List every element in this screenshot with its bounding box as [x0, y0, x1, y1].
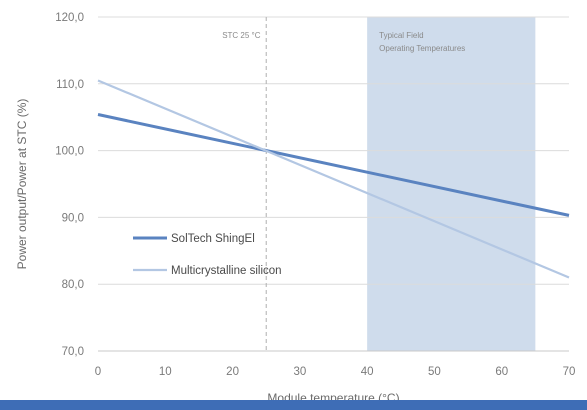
legend-label-multicrystalline: Multicrystalline silicon: [171, 265, 282, 277]
band-annotation-line2: Operating Temperatures: [379, 44, 465, 53]
band-annotation-line1: Typical Field: [379, 31, 423, 40]
x-tick-label: 20: [226, 366, 239, 378]
y-tick-label: 90,0: [62, 212, 84, 224]
x-tick-label: 50: [428, 366, 441, 378]
x-tick-label: 30: [293, 366, 306, 378]
x-tick-label: 40: [361, 366, 374, 378]
y-tick-labels: 70,0 80,0 90,0 100,0 110,0 120,0: [55, 12, 84, 358]
x-tick-label: 0: [95, 366, 101, 378]
typical-operating-temperature-band: [367, 17, 536, 351]
legend: SolTech ShingEl Multicrystalline silicon: [133, 233, 282, 277]
line-chart: 70,0 80,0 90,0 100,0 110,0 120,0 0 10 20 30 40 50 6…: [15, 12, 576, 405]
x-tick-label: 10: [159, 366, 172, 378]
y-axis-label: Power output/Power at STC (%): [15, 99, 29, 270]
y-tick-label: 110,0: [56, 79, 84, 91]
y-tick-label: 120,0: [55, 12, 84, 24]
stc-annotation: STC 25 °C: [222, 31, 261, 40]
y-tick-label: 70,0: [62, 346, 84, 358]
y-tick-label: 80,0: [62, 279, 84, 291]
x-tick-labels: 0 10 20 30 40 50 60 70: [95, 366, 576, 378]
bottom-bar: [0, 400, 587, 410]
x-tick-label: 60: [495, 366, 508, 378]
x-axis-label: Module temperature (°C): [267, 391, 399, 400]
gridlines: [98, 16, 569, 352]
series-lines: [97, 79, 570, 279]
y-tick-label: 100,0: [55, 146, 84, 158]
legend-label-soltech: SolTech ShingEl: [171, 233, 255, 245]
x-tick-label: 70: [563, 366, 576, 378]
series-line-soltech: [97, 113, 570, 217]
series-line-multicrystalline: [97, 79, 570, 279]
